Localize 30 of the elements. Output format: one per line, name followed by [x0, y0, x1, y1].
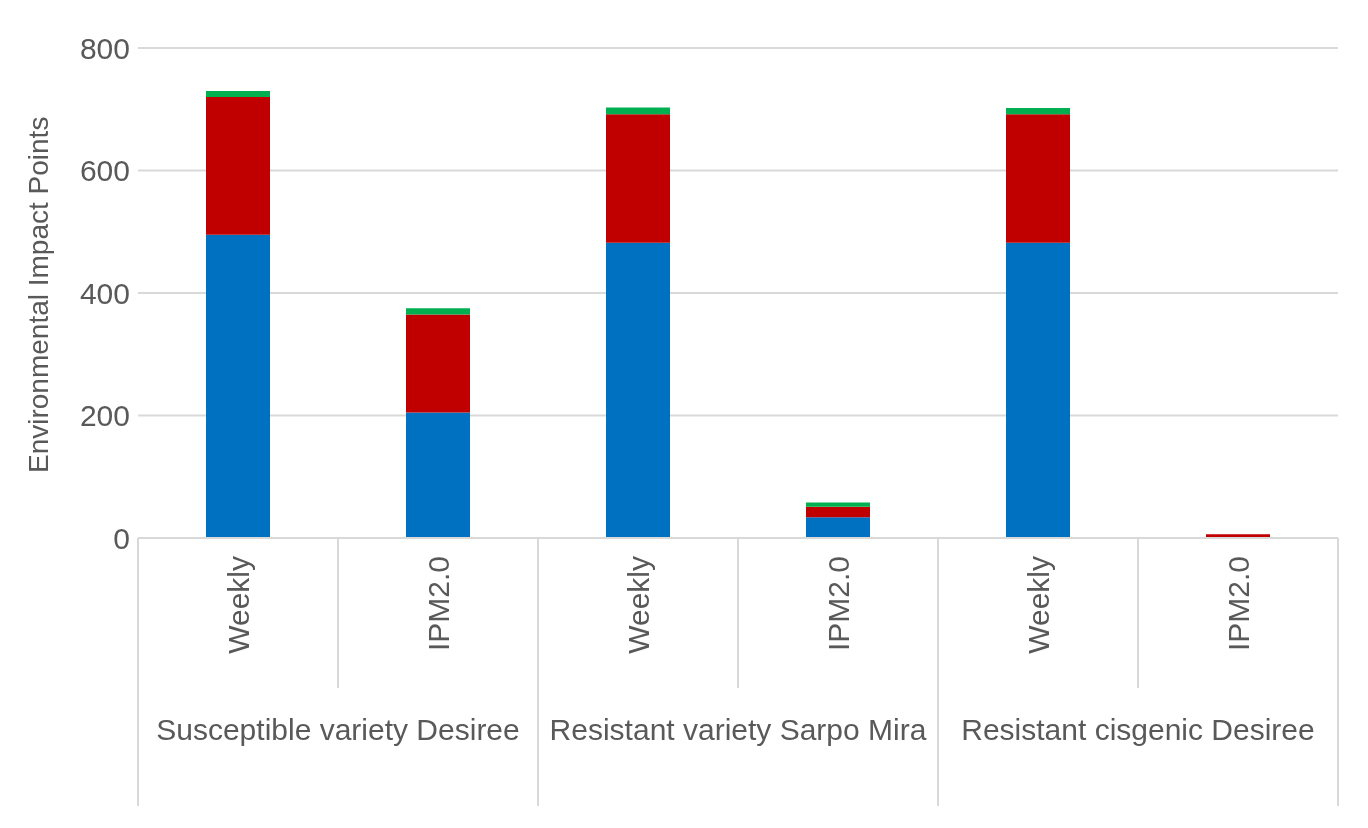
y-tick-label: 200 [79, 399, 130, 433]
text: Resistant cisgenic Desiree [960, 712, 1316, 748]
y-tick-label: 400 [79, 276, 130, 310]
bar [1006, 108, 1070, 115]
text: Resistant variety Sarpo Mira [548, 712, 928, 748]
bar [606, 242, 670, 538]
y-tick-label: 0 [113, 521, 130, 555]
bar [806, 506, 870, 518]
x-tick-label: Weekly [621, 556, 655, 654]
y-tick-label: 600 [79, 154, 130, 188]
x-tick-label: Weekly [1021, 556, 1055, 654]
bar [806, 517, 870, 538]
bar [806, 502, 870, 507]
bar [606, 107, 670, 115]
x-tick-label: IPM2.0 [1221, 556, 1255, 652]
y-tick-label: 800 [79, 31, 130, 65]
bar [406, 308, 470, 315]
bar [406, 412, 470, 538]
x-tick-label: IPM2.0 [821, 556, 855, 652]
bar [1006, 114, 1070, 243]
x-tick-label: IPM2.0 [421, 556, 455, 652]
bar [406, 314, 470, 413]
text: Susceptible variety Desiree [155, 712, 521, 748]
bar [606, 114, 670, 243]
bar [1006, 242, 1070, 538]
bar [206, 234, 270, 538]
y-axis-title: Environmental Impact Points [22, 116, 54, 473]
bar [206, 97, 270, 235]
bar [206, 90, 270, 97]
x-tick-label: Weekly [221, 556, 255, 654]
